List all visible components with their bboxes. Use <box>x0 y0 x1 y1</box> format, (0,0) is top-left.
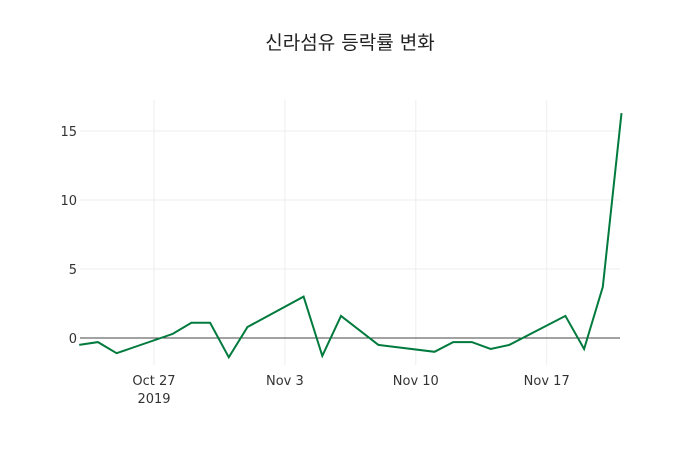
x-axis: Oct 27 2019 Nov 3 Nov 10 Nov 17 <box>132 374 569 407</box>
y-axis: 0 5 10 15 <box>60 125 77 347</box>
series-line <box>79 112 623 360</box>
gridlines <box>80 100 620 365</box>
x-tick-label: Oct 27 <box>132 374 175 389</box>
y-tick-label: 10 <box>60 194 77 209</box>
x-tick-year: 2019 <box>137 392 170 407</box>
chart-title: 신라섬유 등락률 변화 <box>265 32 435 54</box>
x-tick-label: Nov 17 <box>524 374 570 389</box>
y-tick-label: 5 <box>69 263 77 278</box>
x-tick-label: Nov 10 <box>393 374 439 389</box>
x-tick-label: Nov 3 <box>266 374 304 389</box>
y-tick-label: 0 <box>69 332 77 347</box>
y-tick-label: 15 <box>60 125 77 140</box>
